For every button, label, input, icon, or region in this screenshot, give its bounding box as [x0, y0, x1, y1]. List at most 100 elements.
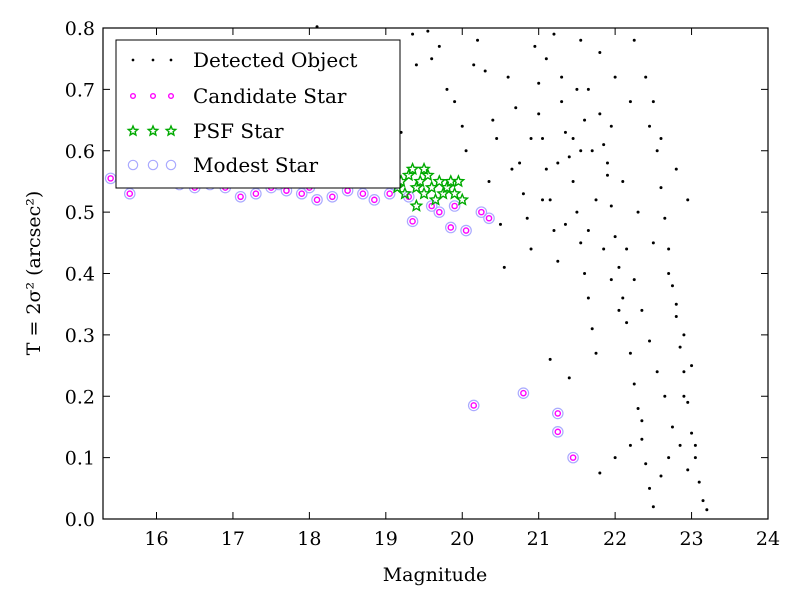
detected-object-point	[556, 161, 560, 165]
detected-object-point	[548, 357, 552, 361]
modest-star-point	[295, 187, 308, 200]
detected-object-point	[678, 443, 682, 447]
modest-star-point	[433, 206, 446, 218]
detected-object-point	[472, 63, 476, 67]
candidate-star-point	[409, 218, 416, 225]
detected-object-point	[525, 216, 529, 220]
detected-object-point	[640, 437, 644, 441]
detected-object-point	[491, 118, 495, 122]
legend-marker-modest-star	[127, 159, 139, 171]
y-tick-label: 0.2	[65, 386, 95, 408]
x-axis-label: Magnitude	[383, 564, 488, 586]
detected-object-point	[411, 32, 415, 36]
detected-object-point	[483, 69, 487, 73]
detected-object-point	[621, 296, 625, 300]
psf-star-point	[409, 198, 424, 212]
detected-object-point	[529, 247, 533, 251]
detected-object-point	[625, 247, 629, 251]
modest-star-point	[368, 194, 381, 206]
detected-object-point	[674, 314, 678, 318]
x-axis-ticks: 16 17 18 19 20 21 22 23 24	[144, 28, 780, 550]
legend-marker-detected-object	[151, 58, 155, 62]
detected-object-point	[586, 229, 590, 233]
detected-object-point	[640, 308, 644, 312]
detected-object-point	[644, 462, 648, 466]
modest-star-point	[311, 194, 323, 206]
legend-marker-psf-star	[164, 124, 178, 137]
candidate-star-point	[371, 196, 378, 204]
detected-object-point	[674, 167, 678, 171]
detected-object-point	[632, 38, 636, 42]
x-tick-label: 19	[374, 528, 398, 550]
detected-object-point	[541, 198, 545, 202]
detected-object-point	[632, 278, 636, 282]
detected-object-point	[533, 44, 537, 48]
psf-star-point	[432, 174, 447, 188]
candidate-star-point	[359, 190, 367, 198]
candidate-star-point	[428, 202, 435, 210]
detected-object-point	[537, 81, 541, 85]
detected-object-point	[502, 265, 506, 269]
x-tick-label: 23	[679, 528, 703, 550]
modest-star-point	[460, 224, 472, 237]
series-modest-star	[104, 172, 579, 464]
legend-marker-modest-star	[165, 159, 177, 171]
detected-object-point	[453, 100, 457, 104]
modest-star-point	[234, 190, 247, 203]
detected-object-point	[586, 296, 590, 300]
candidate-star-point	[329, 193, 336, 201]
legend-label-psf: PSF Star	[193, 119, 284, 143]
detected-object-point	[659, 186, 663, 190]
modest-star-point	[326, 190, 339, 203]
candidate-star-point	[451, 202, 458, 210]
y-tick-label: 0.3	[65, 325, 95, 347]
detected-object-point	[693, 456, 697, 460]
legend-marker-detected-object	[169, 58, 173, 62]
psf-star-point	[409, 180, 424, 194]
modest-star-point	[551, 407, 564, 420]
detected-object-point	[686, 468, 690, 472]
series-psf-star	[390, 161, 470, 212]
x-tick-label: 22	[603, 528, 627, 550]
detected-object-point	[594, 351, 598, 355]
psf-star-point	[417, 161, 432, 176]
detected-object-point	[651, 100, 655, 104]
detected-object-point	[498, 222, 502, 226]
detected-object-point	[613, 75, 617, 79]
detected-object-point	[636, 407, 640, 411]
detected-object-point	[651, 505, 655, 509]
detected-object-point	[598, 112, 602, 116]
detected-object-point	[414, 63, 418, 67]
detected-object-point	[552, 229, 556, 233]
detected-object-point	[632, 382, 636, 386]
x-tick-label: 21	[527, 528, 551, 550]
candidate-star-point	[126, 190, 134, 198]
detected-object-point	[602, 247, 606, 251]
y-tick-label: 0.7	[65, 79, 95, 101]
y-tick-label: 0.6	[65, 141, 95, 163]
modest-star-point	[357, 187, 369, 200]
detected-object-point	[476, 38, 480, 42]
modest-star-point	[104, 172, 117, 185]
candidate-star-point	[313, 196, 321, 204]
y-tick-label: 0.4	[65, 264, 95, 286]
detected-object-point	[670, 284, 674, 288]
candidate-star-point	[554, 428, 562, 436]
detected-object-point	[693, 443, 697, 447]
candidate-star-point	[462, 227, 470, 234]
psf-star-point	[455, 192, 470, 206]
candidate-star-point	[478, 208, 485, 216]
data-marks	[104, 25, 709, 512]
detected-object-point	[556, 259, 560, 263]
candidate-star-point	[470, 402, 478, 409]
legend-marker-candidate-star	[149, 92, 157, 100]
detected-object-point	[682, 333, 686, 337]
detected-object-point	[598, 471, 602, 475]
detected-object-point	[678, 345, 682, 349]
detected-object-point	[651, 241, 655, 245]
detected-object-point	[605, 173, 609, 177]
detected-object-point	[621, 179, 625, 183]
psf-star-point	[439, 180, 454, 194]
x-tick-label: 18	[297, 528, 321, 550]
